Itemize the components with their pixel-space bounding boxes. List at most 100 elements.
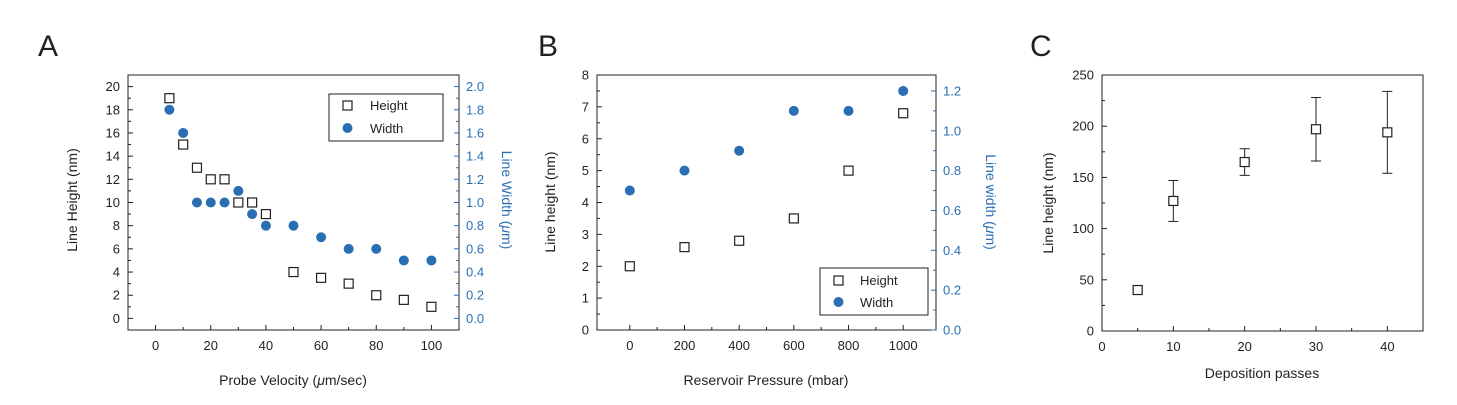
height-point	[679, 242, 690, 253]
y2-axis-label: Line Width (μm)	[499, 151, 515, 250]
height-point	[233, 197, 244, 208]
y-tick-label: 100	[1072, 221, 1094, 236]
x-tick-label: 40	[1380, 339, 1394, 354]
legend-label-height: Height	[860, 273, 898, 288]
x-tick-label: 60	[314, 338, 328, 353]
height-point	[1168, 195, 1179, 207]
y-tick-label: 0	[1087, 324, 1094, 339]
panel-c: C 0 10 20 30 40 0 50 100 150 200 250 Deposition p…	[1030, 30, 1424, 381]
height-point	[1132, 284, 1143, 296]
x-tick-label: 20	[1237, 339, 1251, 354]
x-tick-label: 600	[783, 338, 805, 353]
height-point	[164, 93, 175, 104]
y2-tick-label: 1.2	[943, 83, 961, 98]
y-tick-label: 200	[1072, 119, 1094, 134]
width-point	[233, 185, 244, 196]
y-tick-label: 7	[582, 99, 589, 114]
x-tick-label: 1000	[889, 338, 918, 353]
height-point	[426, 301, 437, 312]
y-axis-label: Line Height (nm)	[64, 148, 80, 252]
y2-tick-label: 1.2	[466, 172, 484, 187]
width-point	[624, 185, 635, 196]
y2-tick-label: 0.0	[943, 323, 961, 338]
height-point	[315, 272, 327, 283]
y-tick-label: 12	[106, 172, 120, 187]
width-point	[178, 127, 189, 138]
x-tick-label: 100	[421, 338, 443, 353]
width-point	[260, 220, 271, 231]
x-tick-label: 200	[674, 338, 696, 353]
y2-tick-label: 1.0	[466, 195, 484, 210]
y-tick-label: 1	[582, 291, 589, 306]
series-width	[164, 104, 437, 266]
y2-tick-label: 1.8	[466, 102, 484, 117]
y-tick-label: 20	[106, 79, 120, 94]
height-point	[191, 162, 203, 173]
width-point	[898, 85, 909, 96]
x-tick-label: 40	[259, 338, 273, 353]
legend-marker-width	[342, 123, 353, 133]
width-point	[371, 243, 382, 254]
legend-label-width: Width	[370, 121, 403, 136]
width-point	[316, 232, 327, 243]
y-axis-label: Line height (nm)	[542, 151, 558, 252]
x-tick-label: 10	[1166, 339, 1180, 354]
y-tick-label: 3	[582, 227, 589, 242]
height-point	[371, 290, 382, 301]
panel-label: B	[538, 30, 558, 63]
height-point	[1310, 124, 1322, 135]
y-tick-label: 50	[1080, 272, 1094, 287]
height-point	[398, 294, 409, 305]
height-point	[260, 208, 272, 220]
x-axis-label: Probe Velocity (μm/sec)	[219, 372, 367, 388]
x-tick-label: 0	[626, 338, 633, 353]
x-tick-label: 20	[204, 338, 218, 353]
height-point	[898, 108, 909, 119]
y-tick-label: 8	[113, 218, 120, 233]
series-height	[1132, 124, 1393, 296]
y-tick-label: 2	[113, 288, 120, 303]
height-point	[843, 165, 854, 176]
y-ticks: 0 50 100 150 200 250	[1072, 68, 1107, 339]
x-axis-label: Reservoir Pressure (mbar)	[684, 372, 849, 388]
legend-marker-height	[342, 100, 353, 111]
y2-tick-label: 0.8	[466, 218, 484, 233]
width-point	[191, 197, 202, 208]
y2-ticks: 0.0 0.2 0.4 0.6 0.8 1.0 1.2 1.4 1.6 1.8 2.0	[454, 79, 484, 326]
height-point	[343, 278, 354, 289]
y-ticks: 0 2 4 6 8 10 12 14 16 18 20	[106, 79, 133, 326]
width-point	[247, 209, 258, 220]
height-point	[624, 261, 635, 272]
width-point	[164, 104, 175, 115]
width-point	[788, 105, 799, 116]
y2-tick-label: 0.6	[466, 241, 484, 256]
height-point	[788, 213, 799, 224]
x-ticks: 0 20 40 60 80 100	[152, 325, 442, 353]
legend-marker-height	[833, 275, 844, 286]
error-bars	[1132, 90, 1393, 295]
y-tick-label: 10	[106, 195, 120, 210]
y2-tick-label: 0.2	[943, 283, 961, 298]
width-point	[734, 145, 745, 156]
y-ticks: 0 1 2 3 4 5 6 7 8	[582, 68, 602, 338]
x-tick-label: 80	[369, 338, 383, 353]
legend: Height Width	[328, 93, 444, 142]
y2-axis-label: Line width (μm)	[983, 154, 999, 250]
y-tick-label: 6	[582, 131, 589, 146]
series-width	[624, 85, 909, 196]
y2-tick-label: 1.4	[466, 149, 484, 164]
x-ticks: 0 200 400 600 800 1000	[626, 325, 918, 353]
x-tick-label: 0	[1098, 339, 1105, 354]
plot-frame	[1101, 74, 1424, 332]
y2-tick-label: 0.4	[943, 243, 961, 258]
height-point	[178, 139, 189, 150]
y2-tick-label: 0.8	[943, 163, 961, 178]
y2-tick-label: 0.4	[466, 265, 484, 280]
y-axis-label: Line height (nm)	[1040, 152, 1056, 253]
y-tick-label: 250	[1072, 68, 1094, 83]
x-ticks: 0 10 20 30 40	[1098, 326, 1395, 354]
width-point	[679, 165, 690, 176]
y-tick-label: 8	[582, 68, 589, 83]
